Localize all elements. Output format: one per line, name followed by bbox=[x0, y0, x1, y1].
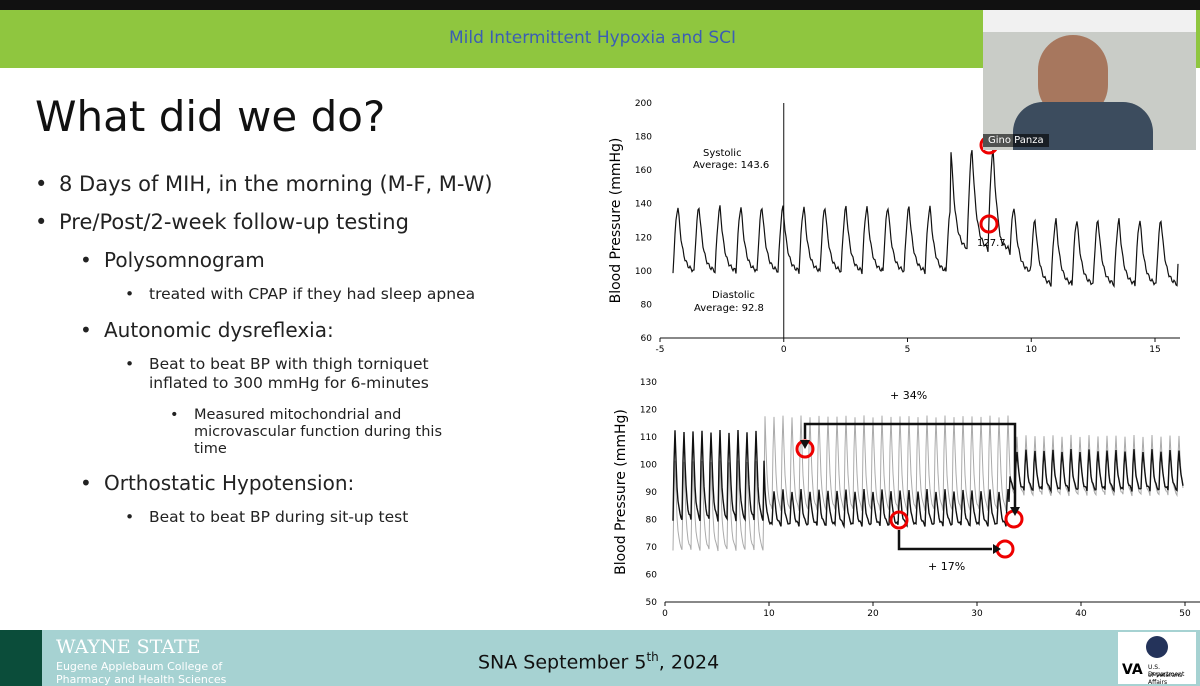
banner-title: Mild Intermittent Hypoxia and SCI bbox=[448, 28, 736, 48]
college: Eugene Applebaum College of bbox=[56, 660, 223, 673]
bullet-text: Orthostatic Hypotension: bbox=[104, 471, 355, 496]
va: VA bbox=[1122, 662, 1143, 678]
arrows bbox=[803, 422, 1017, 551]
bullet-text: Polysomnogram bbox=[104, 247, 265, 272]
college: Pharmacy and Health Sciences bbox=[56, 673, 227, 686]
arrowheads bbox=[800, 440, 1020, 554]
bullet-text: Beat to beat BP with thigh torniquet inf… bbox=[149, 354, 429, 392]
annotation: Diastolic bbox=[712, 290, 755, 301]
bullet-dot: • bbox=[80, 247, 92, 272]
annotation: Average: 92.8 bbox=[694, 303, 764, 314]
logo bbox=[0, 630, 42, 686]
bullet-dot: • bbox=[170, 406, 179, 423]
x-tick-label: 40 bbox=[1075, 609, 1087, 619]
video-toolbar bbox=[983, 10, 1196, 32]
bullet-text: Autonomic dysreflexia: bbox=[104, 317, 334, 342]
x-tick-label: 15 bbox=[1149, 345, 1160, 355]
bullet-text: Measured mitochondrial and microvascular… bbox=[194, 406, 442, 458]
va-logo: VA U.S. Department of Veterans Affairs bbox=[1118, 632, 1196, 686]
arrow bbox=[803, 422, 1017, 508]
y-tick-label: 140 bbox=[635, 200, 652, 210]
event: SNA September 5th, 2024 bbox=[478, 650, 719, 673]
y-tick-label: 80 bbox=[646, 516, 658, 526]
waveform bbox=[672, 148, 1179, 288]
annotation: + 17% bbox=[928, 560, 965, 573]
x-tick-label: 10 bbox=[1026, 345, 1038, 355]
y-tick-label: 200 bbox=[635, 99, 652, 109]
participant-name: Gino Panza bbox=[983, 134, 1049, 147]
slide-heading: What did we do? bbox=[35, 92, 386, 141]
y-tick-label: 100 bbox=[635, 267, 652, 277]
bullet-text: Beat to beat BP during sit-up test bbox=[149, 508, 409, 527]
y-tick-label: 70 bbox=[646, 543, 658, 553]
waveform bbox=[672, 415, 1184, 552]
arrowhead bbox=[1010, 507, 1020, 516]
x-tick-label: 0 bbox=[781, 345, 787, 355]
y-tick-label: 60 bbox=[646, 571, 658, 581]
bullet-text: 8 Days of MIH, in the morning (M-F, M-W) bbox=[59, 172, 493, 196]
bullet-dot: • bbox=[35, 172, 48, 196]
y-tick-label: 120 bbox=[635, 233, 652, 243]
x-tick-label: 20 bbox=[867, 609, 879, 619]
annotation: + 34% bbox=[890, 389, 927, 402]
y-tick-label: 160 bbox=[635, 166, 652, 176]
y-tick-label: 120 bbox=[640, 406, 657, 416]
waveform bbox=[672, 429, 1184, 529]
marker bbox=[889, 510, 909, 530]
y-axis-label: Blood Pressure (mmHg) bbox=[608, 138, 624, 304]
annotation: 127.7 bbox=[977, 238, 1006, 249]
bullet-dot: • bbox=[80, 317, 92, 342]
y-tick-label: 60 bbox=[641, 334, 653, 344]
x-tick-label: 5 bbox=[905, 345, 911, 355]
bullet-text: Pre/Post/2-week follow-up testing bbox=[59, 209, 409, 234]
event-text: SNA September 5 bbox=[478, 651, 647, 674]
bullet-dot: • bbox=[125, 508, 135, 527]
y-tick-label: 90 bbox=[646, 488, 658, 498]
y-axis-label: Blood Pressure (mmHg) bbox=[613, 409, 629, 575]
bullet-dot: • bbox=[125, 284, 135, 303]
y-tick-label: 180 bbox=[635, 133, 652, 143]
va-dept: U.S. Department bbox=[1148, 664, 1185, 678]
bullet-dot: • bbox=[35, 209, 48, 234]
bullet-text: treated with CPAP if they had sleep apne… bbox=[149, 284, 476, 303]
y-tick-label: 110 bbox=[640, 433, 657, 443]
video-tile: Gino Panza bbox=[983, 10, 1196, 150]
institution: WAYNE STATE bbox=[56, 636, 201, 658]
event-text: , 2024 bbox=[658, 651, 720, 674]
x-tick-label: 0 bbox=[662, 609, 668, 619]
footer: WAYNE STATE Eugene Applebaum College of … bbox=[0, 630, 1200, 686]
bullet-dot: • bbox=[125, 354, 135, 373]
annotation: Average: 143.6 bbox=[693, 160, 769, 171]
va-dept: of Veterans Affairs bbox=[1148, 672, 1183, 686]
va-seal bbox=[1146, 636, 1168, 658]
annotation: Systolic bbox=[703, 148, 742, 159]
marker bbox=[979, 214, 999, 234]
top-bar bbox=[0, 0, 1200, 10]
bullet-dot: • bbox=[80, 471, 92, 496]
y-tick-label: 130 bbox=[640, 378, 657, 388]
x-tick-label: -5 bbox=[656, 345, 665, 355]
y-tick-label: 100 bbox=[640, 461, 657, 471]
arrowhead bbox=[800, 440, 810, 449]
event-sup: th bbox=[646, 650, 659, 664]
y-tick-label: 50 bbox=[646, 598, 658, 608]
x-tick-label: 10 bbox=[763, 609, 775, 619]
y-tick-label: 80 bbox=[641, 300, 653, 310]
x-tick-label: 50 bbox=[1179, 609, 1191, 619]
x-tick-label: 30 bbox=[971, 609, 983, 619]
arrow bbox=[897, 530, 992, 551]
arrowhead bbox=[993, 544, 1001, 554]
